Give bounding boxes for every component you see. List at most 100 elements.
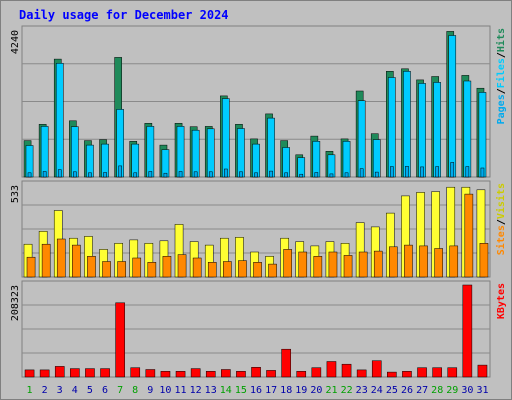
pages-bar-day-24 [374,171,379,178]
pages-bar-day-20 [314,172,319,178]
kbytes-bar-day-2 [39,369,50,378]
sites-bar-day-25 [389,246,398,278]
files-bar-day-24 [372,139,381,178]
sites-bar-day-24 [373,250,383,278]
files-bar-day-22 [342,141,351,178]
legend-item: Files [495,58,507,88]
sites-bar-day-8 [132,257,142,278]
sites-bar-day-10 [162,256,172,278]
files-bar-day-6 [101,143,109,178]
sites-bar-day-1 [26,256,36,278]
legend: KBytes [496,283,507,319]
day-label-31: 31 [476,385,488,396]
sites-bar-day-7 [117,261,126,278]
pages-bar-day-10 [163,172,168,178]
pages-bar-day-25 [390,166,394,178]
kbytes-bar-day-19 [296,371,307,378]
sites-bar-day-20 [313,256,323,278]
sites-bar-day-30 [464,193,474,278]
kbytes-bar-day-23 [356,369,367,378]
pages-bar-day-7 [118,165,122,178]
legend-item: Hits [495,28,507,52]
pages-bar-day-3 [57,169,62,178]
sites-bar-day-23 [358,251,368,278]
day-label-26: 26 [401,385,413,396]
files-bar-day-15 [237,128,245,178]
files-bar-day-12 [191,129,200,178]
kbytes-bar-day-8 [130,367,141,378]
files-bar-day-14 [222,98,230,178]
pages-bar-day-6 [103,172,107,178]
day-label-17: 17 [265,385,277,396]
day-label-25: 25 [386,385,398,396]
day-label-13: 13 [205,385,217,396]
kbytes-bar-day-17 [266,370,276,378]
kbytes-bar-day-20 [311,367,322,378]
sites-bar-day-18 [283,249,292,278]
kbytes-bar-day-15 [236,371,246,378]
sites-bar-day-9 [147,262,157,278]
day-axis: 1 2 3 4 5 6 7 8 9 10 11 12 13 14 15 16 17 18 19 20 21 22 23 24 2… [26,385,488,396]
pages-bar-day-4 [73,171,77,178]
kbytes-bar-day-1 [24,369,35,378]
day-label-14: 14 [220,385,232,396]
day-label-15: 15 [235,385,247,396]
day-label-24: 24 [371,385,383,396]
kbytes-bar-day-22 [341,363,352,378]
pages-bar-day-8 [133,172,138,178]
y-max-label: 208323 [10,285,21,321]
sites-bar-day-22 [343,255,353,278]
sites-bar-day-11 [177,254,187,278]
files-bar-day-25 [388,77,396,178]
files-bar-day-31 [478,92,487,178]
sites-bar-day-26 [404,244,413,278]
day-label-19: 19 [295,385,307,396]
pages-bar-day-1 [27,172,32,178]
files-bar-day-11 [176,126,185,178]
pages-bar-day-11 [178,171,183,178]
day-label-11: 11 [174,385,186,396]
pages-bar-day-14 [224,168,228,178]
kbytes-bar-day-21 [326,361,337,378]
day-label-30: 30 [461,385,473,396]
sites-bar-day-21 [328,251,338,278]
sites-bar-day-31 [479,243,489,278]
files-bar-day-3 [55,63,64,178]
legend-item: Sites [495,225,507,255]
sites-bar-day-17 [268,263,277,278]
files-bar-day-29 [448,35,457,178]
day-label-8: 8 [132,385,138,396]
pages-bar-day-23 [359,168,364,178]
files-bar-day-9 [146,126,155,178]
day-label-28: 28 [431,385,443,396]
pages-bar-day-30 [465,166,470,178]
kbytes-bar-day-13 [205,371,216,378]
files-bar-day-13 [206,128,215,178]
sites-bar-day-19 [298,251,308,278]
kbytes-bar-day-6 [100,368,110,378]
day-label-5: 5 [87,385,93,396]
sites-bar-day-12 [192,257,202,278]
day-label-3: 3 [57,385,63,396]
pages-bar-day-9 [148,171,153,178]
kbytes-bar-day-27 [417,367,427,378]
sites-bar-day-6 [102,261,111,278]
kbytes-bar-day-7 [115,302,125,378]
files-bar-day-27 [418,83,426,178]
files-bar-day-1 [25,145,34,178]
kbytes-bar-day-11 [175,371,186,378]
day-label-16: 16 [250,385,262,396]
sites-bar-day-3 [56,238,66,278]
files-bar-day-17 [267,117,275,178]
kbytes-bar-day-5 [85,368,95,378]
pages-bar-day-28 [435,166,439,178]
kbytes-bar-day-29 [447,367,458,378]
sites-bar-day-29 [449,245,459,278]
kbytes-bar-day-24 [371,360,382,378]
pages-bar-day-16 [254,172,258,178]
sites-bar-day-27 [419,245,428,278]
kbytes-bar-day-14 [221,369,231,378]
legend-item: / [496,88,507,94]
files-bar-day-10 [161,149,170,178]
